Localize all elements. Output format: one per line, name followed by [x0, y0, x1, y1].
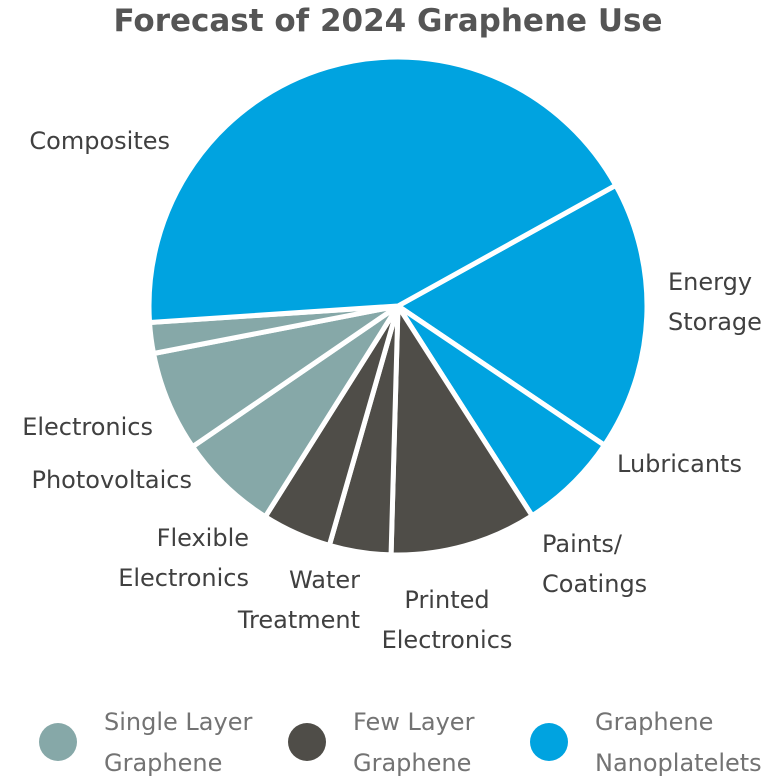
- legend-swatch-single: [39, 723, 77, 761]
- slice-label: Flexible Electronics: [118, 524, 249, 592]
- slice-label: Energy Storage: [668, 268, 762, 336]
- legend: Single Layer Graphene Few Layer Graphene Gra…: [39, 708, 762, 777]
- slice-label: Photovoltaics: [32, 466, 193, 494]
- slice-label: Composites: [29, 127, 170, 155]
- legend-label-single: Single Layer Graphene: [104, 708, 252, 777]
- legend-swatch-nano: [530, 723, 568, 761]
- legend-label-few: Few Layer Graphene: [353, 708, 475, 777]
- chart-title: Forecast of 2024 Graphene Use: [113, 3, 662, 39]
- slice-label: Paints/Coatings: [542, 530, 647, 598]
- slice-label: Printed Electronics: [382, 586, 513, 654]
- pie-slice-composites: [146, 54, 619, 325]
- slice-label: Water Treatment: [237, 566, 360, 634]
- slice-label: Lubricants: [617, 450, 742, 478]
- slice-labels: Energy Storage Lubricants Paints/Coatings Pr…: [22, 127, 762, 654]
- legend-swatch-few: [288, 723, 326, 761]
- pie-slices: [146, 54, 650, 558]
- pie-slice-energy-storage: [395, 182, 650, 448]
- pie-slice-paints-coatings: [388, 303, 535, 558]
- slice-label: Electronics: [22, 413, 153, 441]
- legend-label-nano: Graphene Nanoplatelets: [595, 708, 762, 777]
